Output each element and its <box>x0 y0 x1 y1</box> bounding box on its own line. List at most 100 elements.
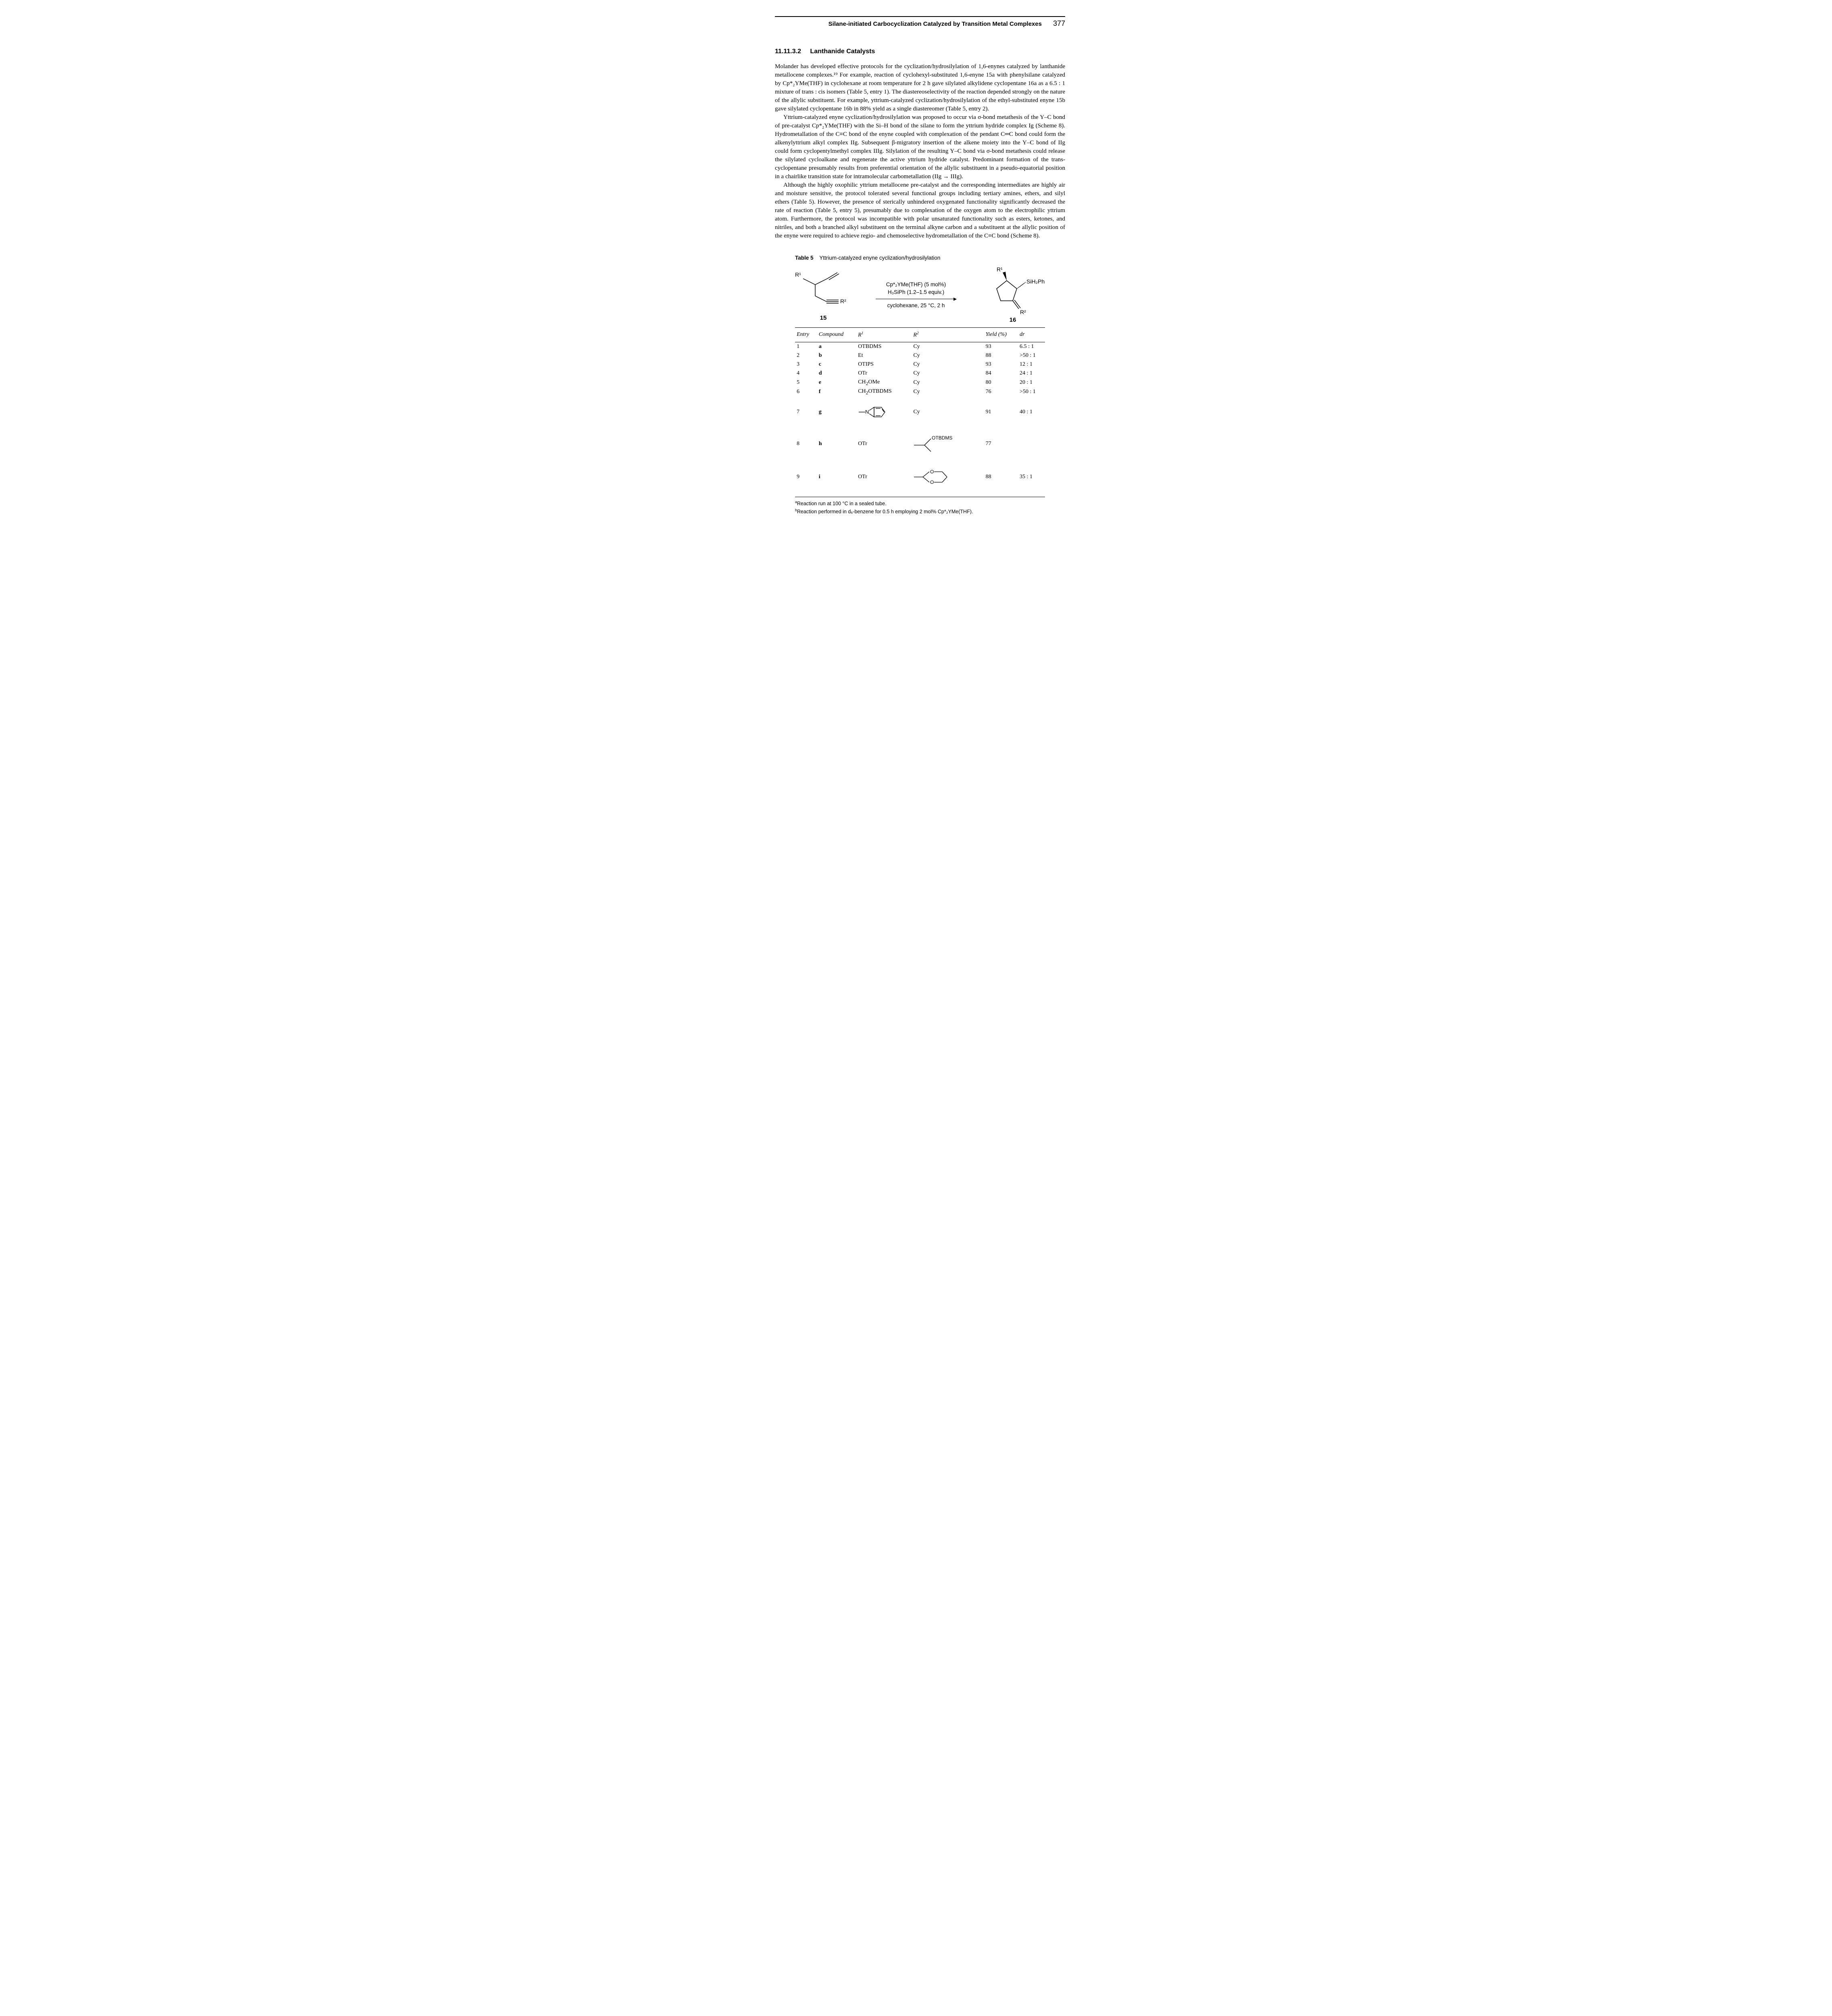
cell-dr: >50 : 1 <box>1018 351 1045 360</box>
scheme-product: R¹ SiH₂Ph R² 16 <box>981 267 1045 323</box>
scheme-reactant: R¹ R² 15 <box>795 269 851 321</box>
table-5-label: Table 5 <box>795 255 814 261</box>
cell-r2: Cy <box>912 360 984 369</box>
table-5-body: 1 a OTBDMS Cy 93 6.5 : 1 2 b Et Cy 88 >5… <box>795 342 1045 494</box>
table-5-footnotes: aReaction run at 100 °C in a sealed tube… <box>795 500 1045 515</box>
cell-r2: O O <box>912 460 984 494</box>
cell-compound: f <box>817 387 856 397</box>
page-number: 377 <box>1053 19 1065 28</box>
cell-r2: Cy <box>912 378 984 387</box>
cell-yield: 84 <box>984 369 1018 378</box>
cell-compound: d <box>817 369 856 378</box>
cell-r2: OTBDMS <box>912 427 984 460</box>
reactant-structure-icon: R¹ R² <box>795 269 851 313</box>
table-row: 4 d OTr Cy 84 24 : 1 <box>795 369 1045 378</box>
table-row: 1 a OTBDMS Cy 93 6.5 : 1 <box>795 342 1045 351</box>
cell-compound: g <box>817 397 856 427</box>
cell-yield: 88 <box>984 351 1018 360</box>
cell-compound: i <box>817 460 856 494</box>
cell-compound: c <box>817 360 856 369</box>
scheme-reagent-line1: Cp*₂YMe(THF) (5 mol%) <box>876 281 956 289</box>
paragraph-3: Although the highly oxophilic yttrium me… <box>775 181 1065 240</box>
cell-yield: 93 <box>984 360 1018 369</box>
table-row: 8 h OTr OTBDMS 77 <box>795 427 1045 460</box>
isoindoline-icon: N <box>858 403 894 421</box>
cell-dr: 20 : 1 <box>1018 378 1045 387</box>
table-row: 2 b Et Cy 88 >50 : 1 <box>795 351 1045 360</box>
scheme-conditions-text: cyclohexane, 25 °C, 2 h <box>876 302 956 310</box>
table-row: 9 i OTr <box>795 460 1045 494</box>
cell-dr <box>1018 427 1045 460</box>
cell-r2: Cy <box>912 387 984 397</box>
cell-r1: OTr <box>856 427 912 460</box>
top-rule <box>775 16 1065 17</box>
scheme-reagent-line2: H₃SiPh (1.2–1.5 equiv.) <box>876 288 956 296</box>
paragraph-2: Yttrium-catalyzed enyne cyclization/hydr… <box>775 113 1065 181</box>
cell-entry: 2 <box>795 351 817 360</box>
cell-compound: h <box>817 427 856 460</box>
cell-dr: 6.5 : 1 <box>1018 342 1045 351</box>
cell-r1: N <box>856 397 912 427</box>
footnote-a: aReaction run at 100 °C in a sealed tube… <box>795 500 1045 508</box>
cell-r1: OTBDMS <box>856 342 912 351</box>
table-row: 6 f CH2OTBDMS Cy 76 >50 : 1 <box>795 387 1045 397</box>
reaction-scheme: R¹ R² 15 Cp*₂YMe(THF) (5 mol%) H₃SiPh (1… <box>795 267 1045 323</box>
col-r2: R2 <box>912 328 984 342</box>
cell-yield: 88 <box>984 460 1018 494</box>
dioxane-icon: O O <box>913 467 953 487</box>
col-dr: dr <box>1018 328 1045 342</box>
cell-yield: 93 <box>984 342 1018 351</box>
cell-r2: Cy <box>912 351 984 360</box>
reactant-number: 15 <box>795 314 851 321</box>
footnote-b: bReaction performed in d₆-benzene for 0.… <box>795 508 1045 516</box>
cell-yield: 91 <box>984 397 1018 427</box>
product-r2-label: R² <box>1020 309 1026 315</box>
cell-r2: Cy <box>912 342 984 351</box>
table-5: Entry Compound R1 R2 Yield (%) dr 1 a OT… <box>795 327 1045 494</box>
cell-yield: 77 <box>984 427 1018 460</box>
table-row: 7 g N <box>795 397 1045 427</box>
section-number: 11.11.3.2 <box>775 48 801 55</box>
cell-r1: OTIPS <box>856 360 912 369</box>
cell-r2: Cy <box>912 369 984 378</box>
cell-dr: 35 : 1 <box>1018 460 1045 494</box>
cell-dr: 40 : 1 <box>1018 397 1045 427</box>
running-title: Silane-initiated Carbocyclization Cataly… <box>829 21 1042 27</box>
table-5-caption-text: Yttrium-catalyzed enyne cyclization/hydr… <box>819 255 940 261</box>
col-yield: Yield (%) <box>984 328 1018 342</box>
cell-dr: 12 : 1 <box>1018 360 1045 369</box>
cell-entry: 7 <box>795 397 817 427</box>
cell-r1: CH2OMe <box>856 378 912 387</box>
cell-dr: >50 : 1 <box>1018 387 1045 397</box>
product-structure-icon: R¹ SiH₂Ph R² <box>981 267 1045 315</box>
svg-text:N: N <box>865 409 869 415</box>
cell-r1: OTr <box>856 369 912 378</box>
paragraph-1: Molander has developed effective protoco… <box>775 62 1065 113</box>
cell-entry: 5 <box>795 378 817 387</box>
cell-r1: Et <box>856 351 912 360</box>
running-head: Silane-initiated Carbocyclization Cataly… <box>775 19 1065 28</box>
reactant-r2-label: R² <box>840 298 846 304</box>
page: Silane-initiated Carbocyclization Cataly… <box>735 0 1097 540</box>
col-r1: R1 <box>856 328 912 342</box>
cell-r1: OTr <box>856 460 912 494</box>
table-row: 5 e CH2OMe Cy 80 20 : 1 <box>795 378 1045 387</box>
reactant-r1-label: R¹ <box>795 271 801 278</box>
col-compound: Compound <box>817 328 856 342</box>
svg-text:O: O <box>930 479 934 485</box>
cell-dr: 24 : 1 <box>1018 369 1045 378</box>
scheme-conditions: Cp*₂YMe(THF) (5 mol%) H₃SiPh (1.2–1.5 eq… <box>876 281 956 310</box>
cell-r2: Cy <box>912 397 984 427</box>
table-row: 3 c OTIPS Cy 93 12 : 1 <box>795 360 1045 369</box>
cell-entry: 4 <box>795 369 817 378</box>
cell-yield: 80 <box>984 378 1018 387</box>
cell-r1: CH2OTBDMS <box>856 387 912 397</box>
cell-entry: 8 <box>795 427 817 460</box>
cell-entry: 6 <box>795 387 817 397</box>
table-5-header-row: Entry Compound R1 R2 Yield (%) dr <box>795 328 1045 342</box>
otbdms-branch-icon: OTBDMS <box>913 434 962 454</box>
col-entry: Entry <box>795 328 817 342</box>
cell-entry: 3 <box>795 360 817 369</box>
section-title: Lanthanide Catalysts <box>810 48 875 55</box>
product-r1-label: R¹ <box>997 267 1003 273</box>
